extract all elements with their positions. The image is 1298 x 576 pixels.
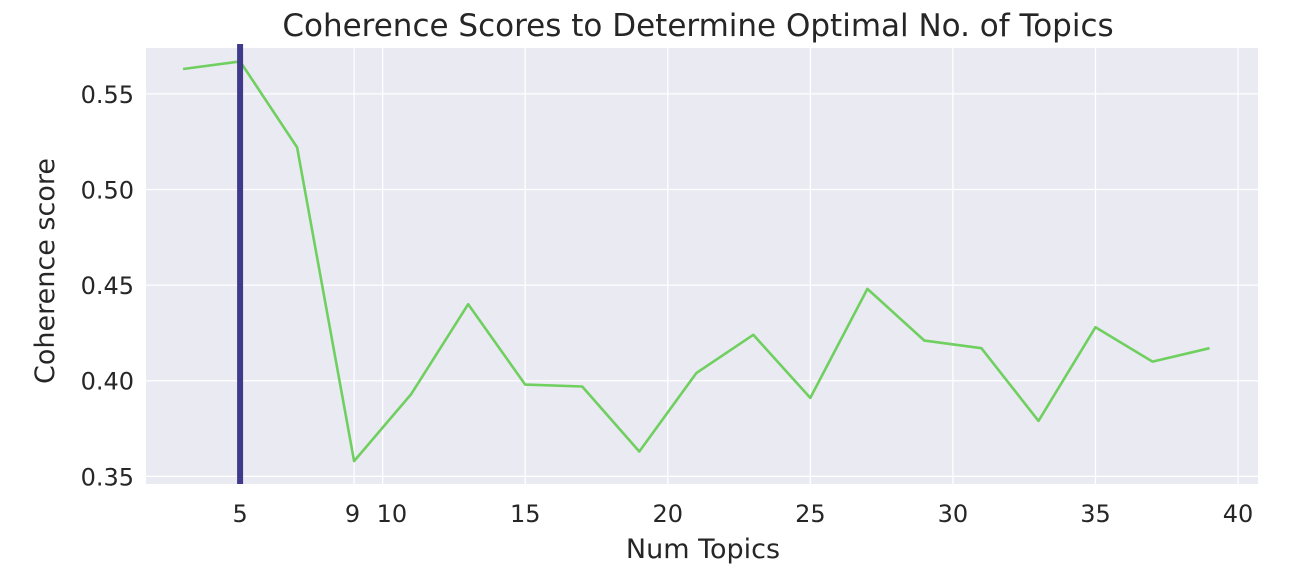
x-axis-label: Num Topics	[626, 534, 780, 565]
y-tick-label: 0.50	[81, 177, 134, 205]
series-line	[182, 60, 1210, 463]
x-tick-label: 20	[653, 500, 684, 528]
y-tick-label: 0.35	[81, 463, 134, 491]
y-tick-label: 0.45	[81, 272, 134, 300]
chart-marks	[182, 44, 1210, 484]
plot-area	[146, 48, 1258, 484]
x-tick-label: 5	[232, 500, 247, 528]
grid-lines	[146, 48, 1258, 484]
tick-labels: 5 9 10 15 20 25 30 35 40 0.35 0.40 0.45 0.50 0.55	[81, 81, 1254, 528]
x-tick-label: 35	[1080, 500, 1111, 528]
y-tick-label: 0.40	[81, 368, 134, 396]
x-tick-label: 25	[795, 500, 826, 528]
x-tick-label: 9	[345, 500, 360, 528]
y-tick-label: 0.55	[81, 81, 134, 109]
x-tick-label: 30	[938, 500, 969, 528]
x-tick-label: 10	[377, 500, 408, 528]
x-tick-label: 40	[1223, 500, 1254, 528]
x-tick-label: 15	[510, 500, 541, 528]
y-axis-label: Coherence score	[30, 158, 61, 384]
chart-title: Coherence Scores to Determine Optimal No…	[282, 8, 1113, 44]
